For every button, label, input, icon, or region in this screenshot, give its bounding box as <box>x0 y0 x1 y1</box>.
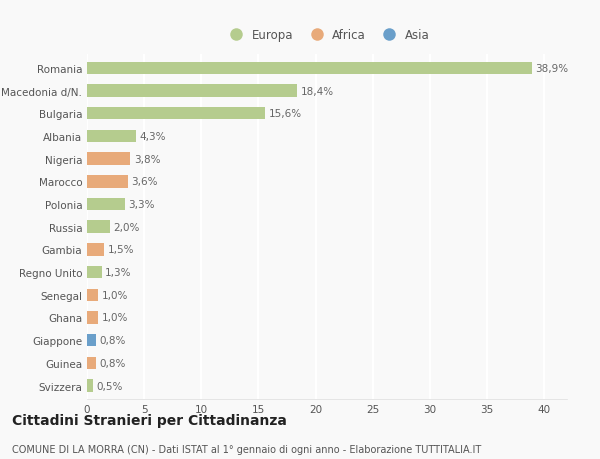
Text: 1,0%: 1,0% <box>102 290 128 300</box>
Text: 0,8%: 0,8% <box>100 336 126 346</box>
Text: 4,3%: 4,3% <box>140 132 166 142</box>
Text: 38,9%: 38,9% <box>535 64 568 73</box>
Text: 0,8%: 0,8% <box>100 358 126 368</box>
Bar <box>87 357 96 369</box>
Bar <box>87 266 102 279</box>
Bar <box>87 176 128 188</box>
Text: Cittadini Stranieri per Cittadinanza: Cittadini Stranieri per Cittadinanza <box>12 413 287 427</box>
Text: 1,0%: 1,0% <box>102 313 128 323</box>
Bar <box>87 108 265 120</box>
Text: 0,5%: 0,5% <box>96 381 122 391</box>
Text: 2,0%: 2,0% <box>113 222 140 232</box>
Text: 18,4%: 18,4% <box>301 86 334 96</box>
Bar <box>87 198 125 211</box>
Bar <box>87 221 110 234</box>
Text: 3,8%: 3,8% <box>134 154 160 164</box>
Text: 15,6%: 15,6% <box>269 109 302 119</box>
Text: 3,6%: 3,6% <box>131 177 158 187</box>
Text: COMUNE DI LA MORRA (CN) - Dati ISTAT al 1° gennaio di ogni anno - Elaborazione T: COMUNE DI LA MORRA (CN) - Dati ISTAT al … <box>12 444 481 454</box>
Bar <box>87 380 93 392</box>
Text: 1,5%: 1,5% <box>107 245 134 255</box>
Bar <box>87 312 98 324</box>
Bar <box>87 244 104 256</box>
Legend: Europa, Africa, Asia: Europa, Africa, Asia <box>224 29 430 42</box>
Bar <box>87 85 297 98</box>
Text: 3,3%: 3,3% <box>128 200 155 210</box>
Bar <box>87 62 532 75</box>
Bar <box>87 289 98 302</box>
Bar <box>87 130 136 143</box>
Bar <box>87 334 96 347</box>
Bar <box>87 153 130 166</box>
Text: 1,3%: 1,3% <box>105 268 132 278</box>
